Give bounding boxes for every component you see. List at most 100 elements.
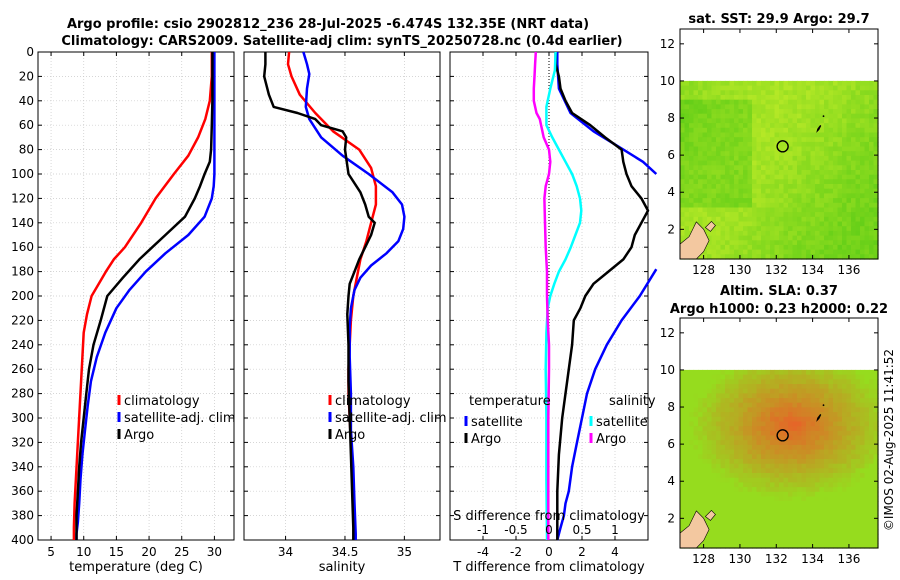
map-cell <box>779 188 785 194</box>
map-cell <box>806 146 812 152</box>
map-cell <box>756 193 762 199</box>
map-cell <box>725 398 731 404</box>
map-cell <box>860 496 866 502</box>
map-cell <box>873 444 879 451</box>
map-cell <box>738 440 744 446</box>
legend-label: Argo <box>335 428 365 443</box>
map-cell <box>855 369 861 376</box>
map-cell <box>864 118 870 124</box>
map-cell <box>689 85 695 91</box>
map-cell <box>837 477 843 483</box>
copyright-timestamp: ©IMOS 02-Aug-2025 11:41:52 <box>882 349 896 531</box>
map-cell <box>729 221 735 227</box>
map-cell <box>860 179 866 185</box>
map-cell <box>729 244 735 251</box>
map-cell <box>815 174 821 180</box>
map-cell <box>738 90 744 96</box>
map-x-tick-label: 130 <box>728 552 751 566</box>
map-cell <box>770 198 776 204</box>
map-cell <box>837 132 843 138</box>
map-cell <box>702 198 708 204</box>
map-cell <box>747 533 753 540</box>
map-cell <box>707 212 713 218</box>
map-cell <box>698 473 704 479</box>
map-cell <box>702 226 708 232</box>
map-cell <box>819 477 825 483</box>
map-cell <box>815 202 821 209</box>
map-cell <box>734 254 740 260</box>
map-cell <box>720 202 726 209</box>
legend-label: Argo <box>471 432 501 447</box>
map-cell <box>680 463 686 469</box>
map-cell <box>846 179 852 185</box>
map-cell <box>774 505 780 512</box>
map-cell <box>869 407 875 413</box>
map-cell <box>738 109 744 115</box>
map-cell <box>752 388 758 394</box>
map-cell <box>725 160 731 166</box>
map-cell <box>873 85 879 91</box>
map-cell <box>729 193 735 199</box>
map-cell <box>815 221 821 227</box>
map-cell <box>693 118 699 124</box>
map-cell <box>788 249 794 255</box>
map-cell <box>864 188 870 194</box>
map-cell <box>774 170 780 176</box>
map-cell <box>828 510 834 516</box>
map-cell <box>752 85 758 91</box>
map-cell <box>828 80 834 87</box>
map-cell <box>819 501 825 507</box>
map-cell <box>864 165 870 171</box>
map-cell <box>738 543 744 549</box>
map-cell <box>855 179 861 185</box>
map-cell <box>702 202 708 209</box>
map-cell <box>833 374 839 380</box>
map-cell <box>833 468 839 474</box>
map-cell <box>743 533 749 540</box>
map-cell <box>783 207 789 213</box>
map-cell <box>801 249 807 255</box>
map-cell <box>837 141 843 148</box>
map-cell <box>738 491 744 498</box>
map-cell <box>833 146 839 152</box>
map-cell <box>729 510 735 516</box>
map-cell <box>761 240 767 246</box>
map-cell <box>770 402 776 408</box>
series-line-argo <box>75 52 214 540</box>
map-cell <box>734 165 740 171</box>
series-line-satellite-adj-clim <box>75 52 216 540</box>
map-cell <box>873 80 879 87</box>
map-cell <box>729 90 735 96</box>
map-cell <box>734 141 740 148</box>
map-cell <box>693 421 699 427</box>
map-cell <box>810 491 816 498</box>
map-cell <box>833 151 839 157</box>
map-cell <box>842 221 848 227</box>
map-cell <box>797 402 803 408</box>
map-cell <box>702 207 708 213</box>
island <box>704 510 716 521</box>
map-cell <box>711 430 717 437</box>
map-cell <box>725 244 731 251</box>
map-cell <box>801 165 807 171</box>
map-cell <box>797 533 803 540</box>
map-cell <box>788 104 794 110</box>
map-cell <box>756 230 762 237</box>
map-cell <box>770 80 776 87</box>
map-cell <box>810 127 816 134</box>
map-cell <box>806 416 812 423</box>
map-cell <box>869 80 875 87</box>
map-cell <box>788 435 794 441</box>
map-cell <box>851 118 857 124</box>
map-cell <box>797 459 803 465</box>
map-cell <box>837 160 843 166</box>
map-cell <box>693 440 699 446</box>
map-cell <box>761 440 767 446</box>
map-cell <box>752 160 758 166</box>
map-cell <box>738 123 744 129</box>
map-cell <box>873 459 879 465</box>
map-cell <box>788 170 794 176</box>
map-cell <box>716 207 722 213</box>
map-cell <box>743 235 749 241</box>
map-cell <box>698 127 704 134</box>
